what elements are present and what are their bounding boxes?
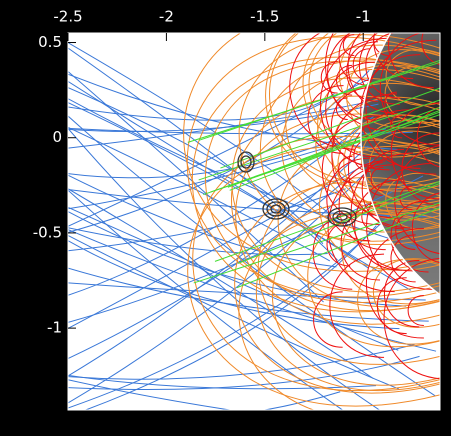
y-tick-label: -0.5 — [33, 223, 62, 241]
x-tick-label: -1.5 — [250, 8, 279, 26]
plot-area — [68, 0, 451, 429]
chart: -2.5 -2 -1.5 -1 0.5 0 -0.5 -1 — [0, 0, 451, 436]
x-tick-label: -1 — [356, 8, 371, 26]
y-tick-label: 0.5 — [38, 33, 62, 51]
x-tick-label: -2 — [159, 8, 174, 26]
x-tick-label: -2.5 — [53, 8, 82, 26]
page: {"chart_data": {"type": "image", "xlim":… — [0, 0, 451, 436]
y-tick-label: -1 — [47, 319, 62, 337]
y-tick-label: 0 — [52, 128, 62, 146]
